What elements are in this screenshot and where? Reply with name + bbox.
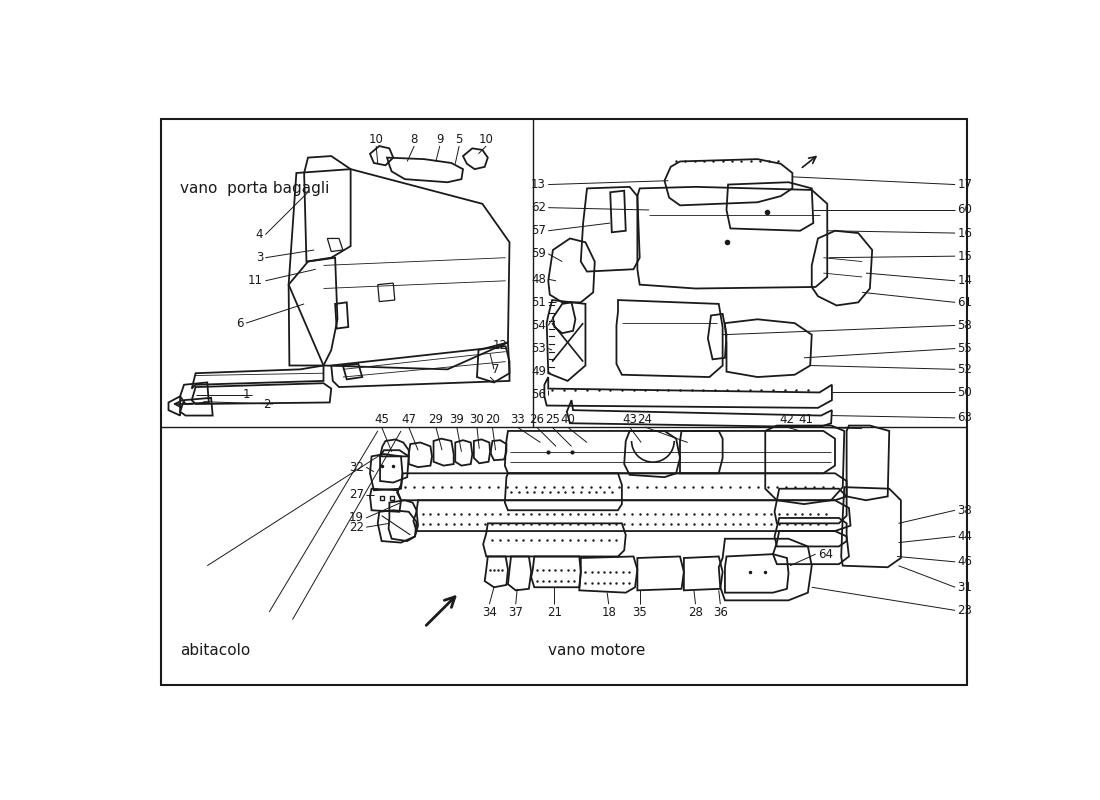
Text: 1: 1 (242, 388, 250, 402)
Text: 11: 11 (249, 274, 263, 287)
Text: 18: 18 (602, 606, 616, 618)
Text: vano  porta bagagli: vano porta bagagli (180, 181, 330, 196)
Text: 48: 48 (531, 273, 546, 286)
Text: 58: 58 (957, 319, 972, 332)
Text: 35: 35 (632, 606, 647, 618)
Text: 13: 13 (531, 178, 546, 191)
Text: abitacolo: abitacolo (180, 643, 251, 658)
Text: 55: 55 (957, 342, 972, 355)
Text: 47: 47 (402, 413, 416, 426)
Text: 56: 56 (531, 388, 546, 402)
Text: 41: 41 (799, 413, 813, 426)
Text: 63: 63 (957, 411, 972, 424)
Text: 64: 64 (818, 548, 833, 561)
Text: 5: 5 (455, 134, 463, 146)
Text: 32: 32 (349, 461, 364, 474)
Text: 37: 37 (508, 606, 524, 618)
Text: 53: 53 (531, 342, 546, 355)
Text: 10: 10 (478, 134, 494, 146)
Text: 51: 51 (531, 296, 546, 309)
Text: 33: 33 (510, 413, 525, 426)
Text: 8: 8 (410, 134, 418, 146)
Text: 61: 61 (957, 296, 972, 309)
Text: 3: 3 (255, 251, 263, 264)
Text: 50: 50 (957, 386, 972, 399)
Text: 26: 26 (529, 413, 544, 426)
Text: vano motore: vano motore (548, 643, 646, 658)
Text: 40: 40 (560, 413, 575, 426)
Text: 45: 45 (374, 413, 389, 426)
Text: 23: 23 (957, 604, 972, 617)
Text: 44: 44 (957, 530, 972, 543)
Text: 36: 36 (713, 606, 728, 618)
Text: 39: 39 (450, 413, 464, 426)
Text: 38: 38 (957, 504, 972, 517)
Text: 57: 57 (531, 224, 546, 238)
Text: 49: 49 (531, 365, 546, 378)
Text: 60: 60 (957, 203, 972, 217)
Text: 22: 22 (349, 521, 364, 534)
Text: 46: 46 (957, 555, 972, 568)
Text: 15: 15 (957, 250, 972, 262)
Text: 9: 9 (436, 134, 443, 146)
Text: 10: 10 (368, 134, 384, 146)
Text: 4: 4 (255, 228, 263, 241)
Text: 42: 42 (780, 413, 794, 426)
Text: 19: 19 (349, 511, 364, 525)
Text: 29: 29 (428, 413, 443, 426)
Text: 25: 25 (544, 413, 560, 426)
Text: 54: 54 (531, 319, 546, 332)
Text: 6: 6 (236, 317, 244, 330)
Text: 7: 7 (493, 362, 499, 375)
Text: 31: 31 (957, 581, 972, 594)
Text: 30: 30 (470, 413, 484, 426)
Text: 27: 27 (349, 488, 364, 502)
Text: 24: 24 (638, 413, 652, 426)
Text: 52: 52 (957, 363, 972, 376)
Text: 62: 62 (531, 201, 546, 214)
Text: 20: 20 (485, 413, 499, 426)
Text: 28: 28 (689, 606, 703, 618)
Text: 2: 2 (263, 398, 271, 410)
Text: 59: 59 (531, 247, 546, 260)
Text: 14: 14 (957, 274, 972, 287)
Text: 43: 43 (623, 413, 637, 426)
Text: 34: 34 (482, 606, 497, 618)
Text: 21: 21 (547, 606, 562, 618)
Text: 17: 17 (957, 178, 972, 191)
Text: 16: 16 (957, 226, 972, 239)
Text: 12: 12 (493, 338, 507, 352)
